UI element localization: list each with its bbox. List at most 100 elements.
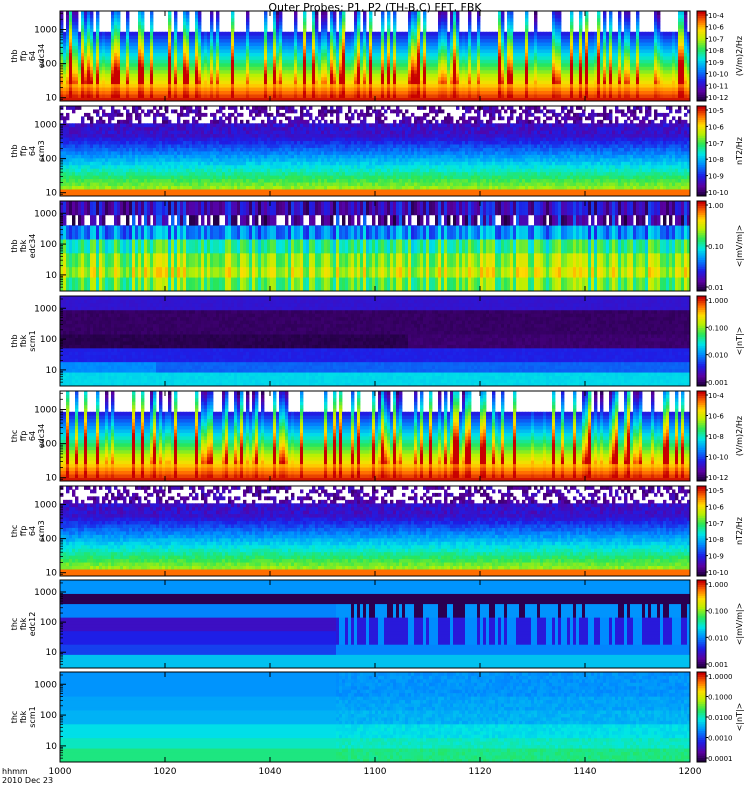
y-axis-label: thc — [10, 618, 19, 631]
y-tick-label: 100 — [40, 335, 57, 345]
colorbar-label: <|nT|> — [735, 327, 744, 356]
heatmap-cells-thc-ffp-64-scm3 — [60, 486, 690, 576]
y-axis-label: thb — [10, 49, 19, 62]
y-axis-label: ffp — [19, 526, 28, 537]
colorbar-tick-label: 10-7 — [708, 140, 724, 148]
y-axis-label: fbk — [19, 239, 28, 252]
y-axis-label: scm1 — [28, 706, 37, 727]
colorbar-tick-label: 1.0000 — [708, 673, 733, 681]
x-tick-label: 1020 — [154, 767, 177, 777]
colorbar-tick-label: 1.00 — [708, 202, 724, 210]
colorbar-thb-fbk-scm1: 1.0000.1000.0100.001<|nT|> — [697, 296, 744, 387]
y-axis-label: ffp — [19, 146, 28, 157]
colorbar-tick-label: 0.100 — [708, 324, 728, 332]
colorbar-tick-label: 0.0010 — [708, 735, 733, 743]
colorbar-tick-label: 0.001 — [708, 661, 728, 669]
colorbar-label: nT2/Hz — [735, 517, 744, 545]
y-axis-label: fbk — [19, 710, 28, 723]
colorbar-tick-label: 10-7 — [708, 520, 724, 528]
y-tick-label: 1000 — [34, 588, 57, 598]
y-axis-label: edc34 — [37, 424, 46, 449]
colorbar-tick-label: 10-6 — [708, 123, 724, 131]
heatmap-cells-thb-fbk-edc34 — [60, 201, 690, 291]
heatmap-cells-thc-fbk-edc12 — [60, 580, 690, 668]
colorbar-tick-label: 10-8 — [708, 156, 724, 164]
y-axis-label: edc34 — [28, 234, 37, 259]
y-tick-label: 1000 — [34, 26, 57, 36]
y-tick-label: 10 — [46, 94, 58, 104]
y-axis-label: thb — [10, 334, 19, 347]
colorbar-tick-label: 10-8 — [708, 536, 724, 544]
y-tick-label: 1000 — [34, 304, 57, 314]
colorbar-tick-label: 0.100 — [708, 608, 728, 616]
colorbar-tick-label: 10-7 — [708, 35, 724, 43]
colorbar-tick-label: 10-4 — [708, 392, 724, 400]
colorbar-tick-label: 0.001 — [708, 379, 728, 387]
y-tick-label: 10 — [46, 569, 58, 579]
y-tick-label: 1000 — [34, 121, 57, 131]
x-tick-label: 1040 — [259, 767, 282, 777]
colorbar-tick-label: 10-5 — [708, 107, 724, 115]
y-axis-label: ffp — [19, 51, 28, 62]
heatmap-cells-thb-ffp-64-edc34 — [60, 11, 690, 101]
y-tick-label: 10 — [46, 366, 58, 376]
y-tick-label: 1000 — [34, 501, 57, 511]
colorbar-thb-fbk-edc34: 1.000.100.01<|mV/m|> — [697, 201, 744, 292]
colorbar-tick-label: 10-9 — [708, 173, 724, 181]
colorbar-tick-label: 10-6 — [708, 413, 724, 421]
y-tick-label: 1000 — [34, 209, 57, 219]
colorbar-tick-label: 0.010 — [708, 352, 728, 360]
heatmap-cells-thc-ffp-64-edc34 — [60, 391, 690, 481]
y-axis-label: thb — [10, 144, 19, 157]
colorbar-tick-label: 10-8 — [708, 47, 724, 55]
y-axis-label: thc — [10, 711, 19, 724]
colorbar-tick-label: 0.0001 — [708, 755, 733, 763]
x-tick-label: 1200 — [679, 767, 702, 777]
y-axis-label: 64 — [28, 431, 37, 441]
colorbar-tick-label: 10-10 — [708, 71, 728, 79]
y-axis-label: ffp — [19, 431, 28, 442]
heatmap-cells-thc-fbk-scm1 — [60, 672, 690, 762]
y-axis-label: fbk — [19, 334, 28, 347]
y-tick-label: 1000 — [34, 680, 57, 690]
colorbar-tick-label: 0.0100 — [708, 714, 733, 722]
colorbar-tick-label: 10-9 — [708, 59, 724, 67]
y-axis-label: 64 — [28, 146, 37, 156]
y-axis-label: edc34 — [37, 44, 46, 69]
colorbar-tick-label: 1.000 — [708, 581, 728, 589]
colorbar-tick-label: 10-11 — [708, 82, 728, 90]
colorbar-tick-label: 10-12 — [708, 94, 728, 102]
y-tick-label: 100 — [40, 240, 57, 250]
colorbar-tick-label: 10-8 — [708, 433, 724, 441]
colorbar-label: <|mV/m|> — [735, 603, 744, 646]
y-axis-label: thb — [10, 239, 19, 252]
y-axis-label: thc — [10, 430, 19, 443]
time-format-label: hhmm — [2, 767, 28, 776]
x-tick-label: 1140 — [574, 767, 597, 777]
colorbar-label: nT2/Hz — [735, 137, 744, 165]
colorbar-label: (V/m)2/Hz — [735, 36, 744, 76]
colorbar-tick-label: 0.010 — [708, 634, 728, 642]
colorbar-tick-label: 10-10 — [708, 454, 728, 462]
y-axis-label: 64 — [28, 51, 37, 61]
colorbar-thc-fbk-edc12: 1.000 0.100 0.010 0.001 <|mV/m|> — [697, 580, 744, 669]
colorbar-tick-label: 10-12 — [708, 474, 728, 482]
y-tick-label: 1000 — [34, 406, 57, 416]
y-tick-label: 10 — [46, 271, 58, 281]
colorbar-tick-label: 10-10 — [708, 569, 728, 577]
y-tick-label: 100 — [40, 618, 57, 628]
x-tick-label: 1100 — [364, 767, 387, 777]
colorbar-tick-label: 10-6 — [708, 503, 724, 511]
y-tick-label: 10 — [46, 742, 58, 752]
y-axis-label: thc — [10, 525, 19, 538]
colorbar-tick-label: 0.01 — [708, 284, 724, 292]
